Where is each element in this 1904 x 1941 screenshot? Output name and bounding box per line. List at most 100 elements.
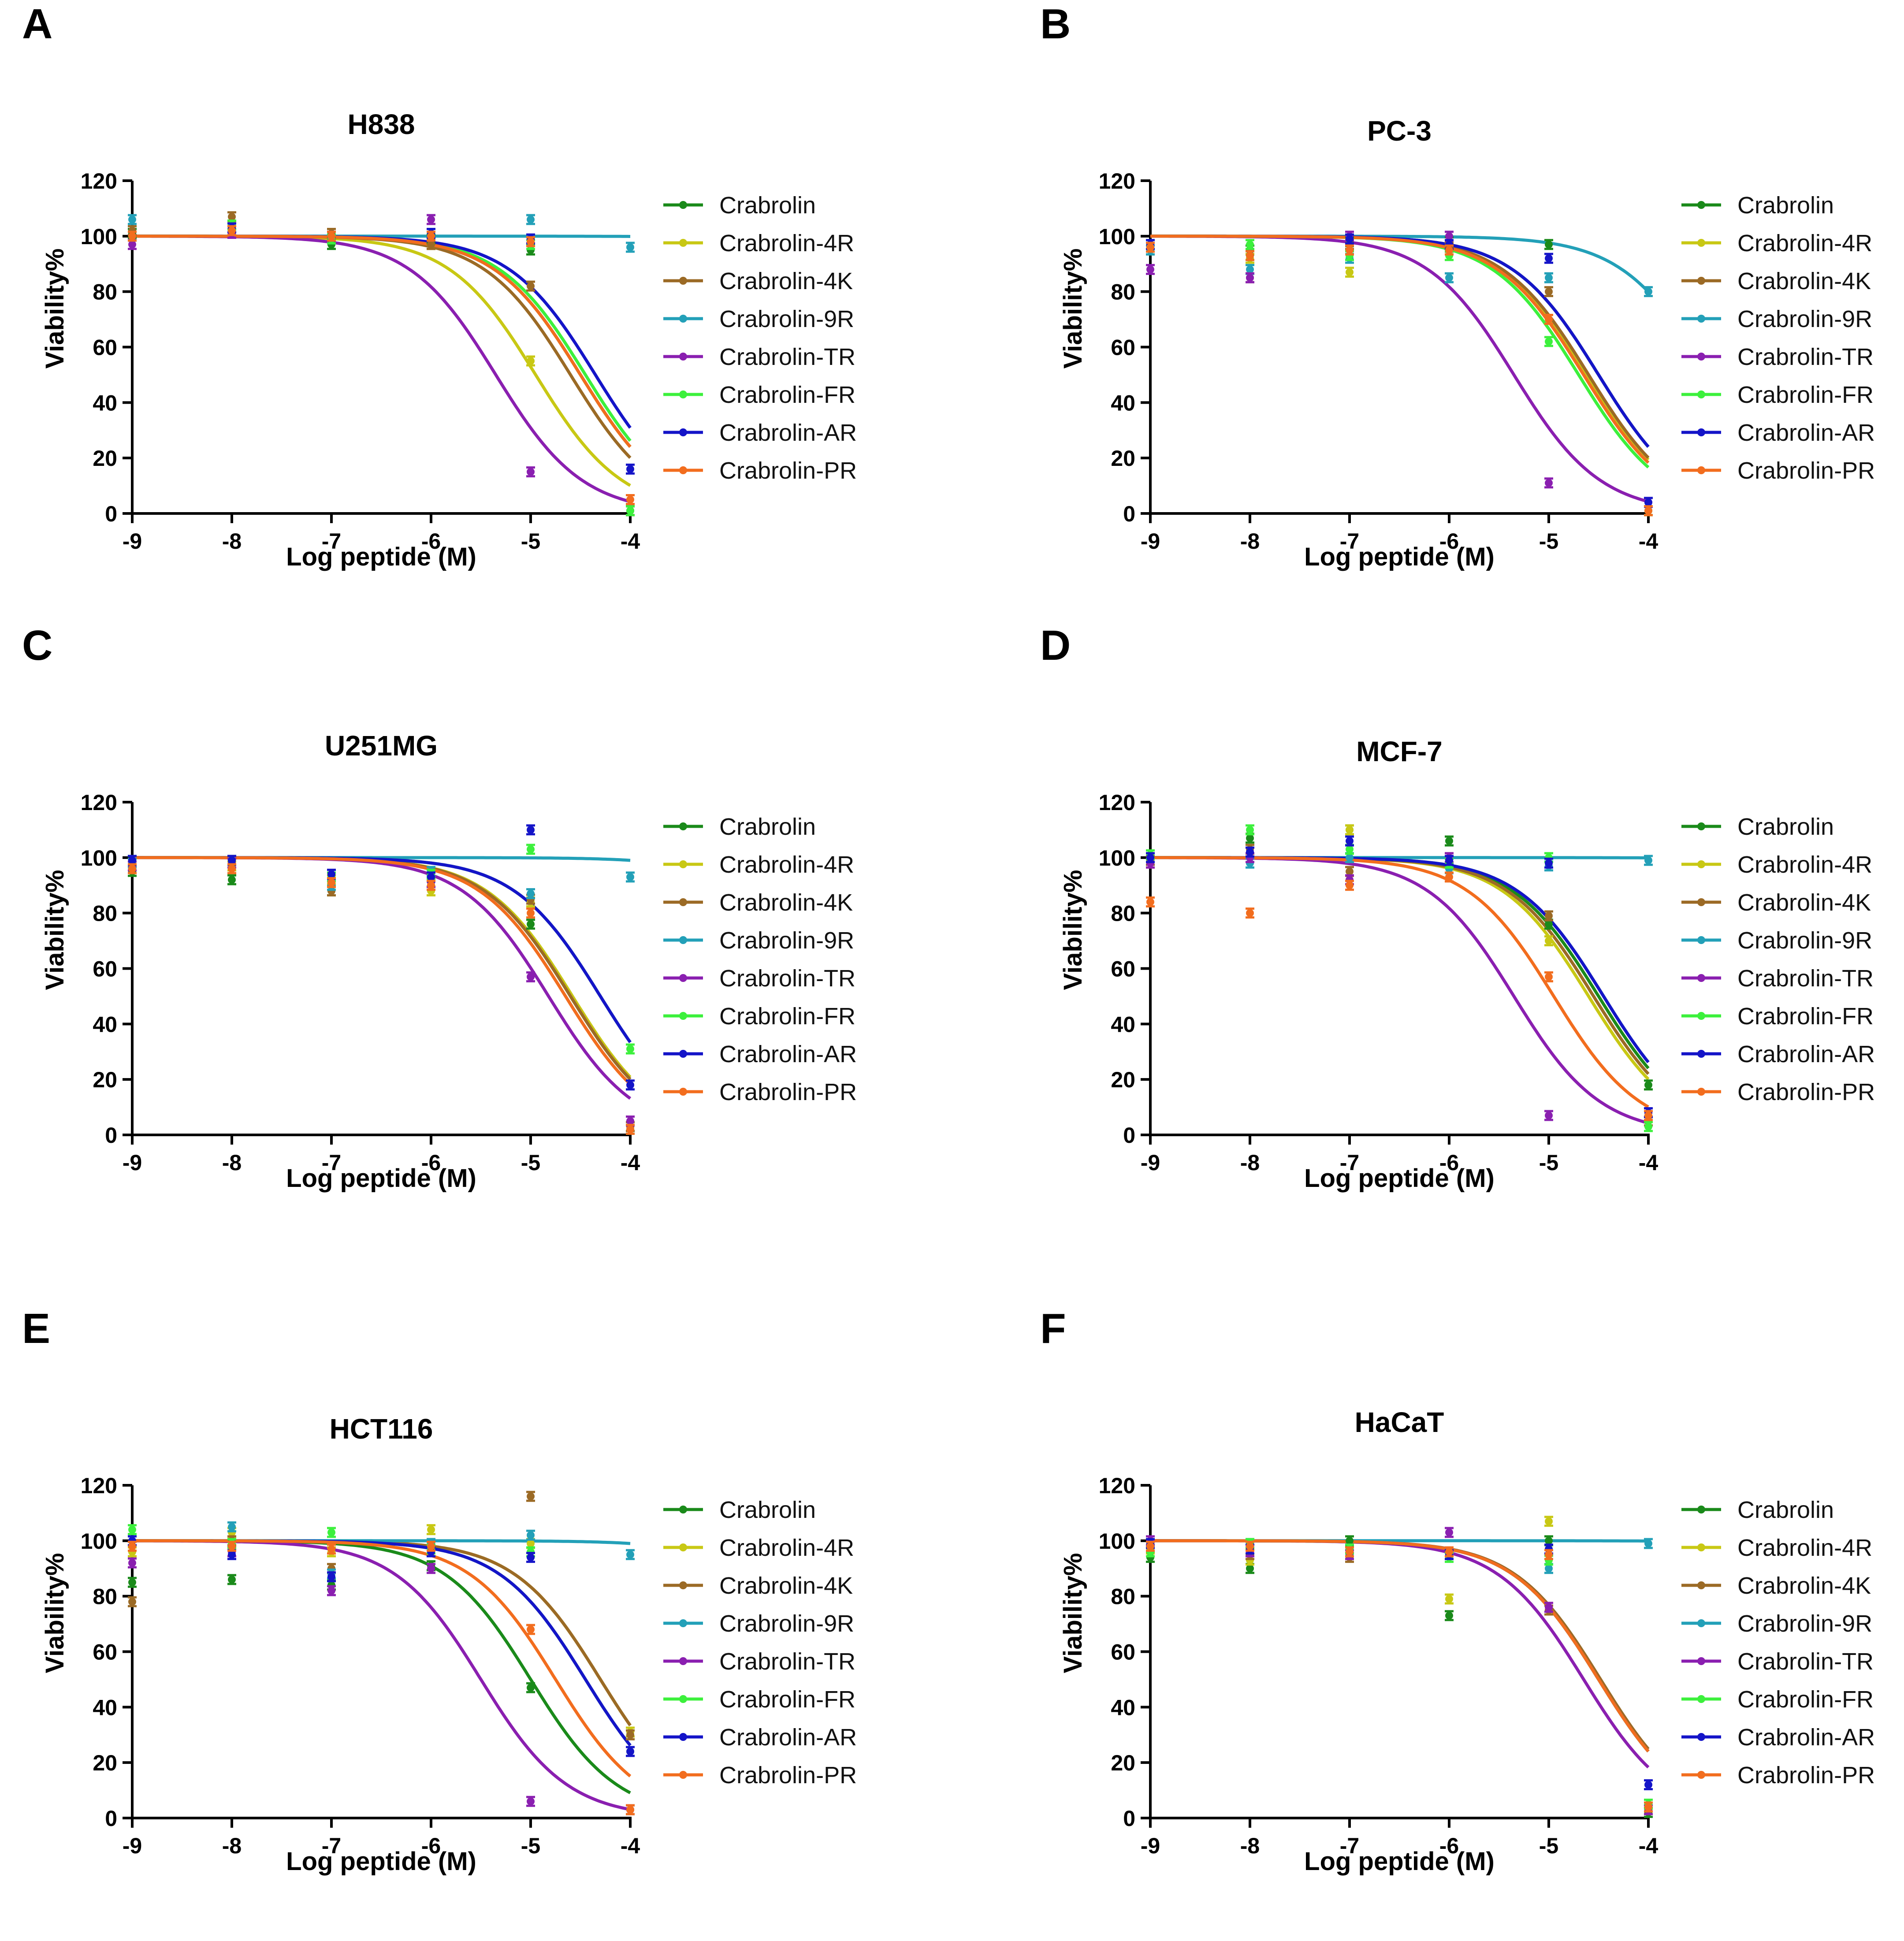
x-axis-label: Log peptide (M)	[286, 543, 476, 571]
y-axis-label: Viability%	[1059, 248, 1087, 369]
data-point	[1445, 837, 1453, 845]
data-point	[327, 232, 335, 240]
y-tick-label: 100	[1099, 224, 1135, 249]
legend-swatch-marker	[679, 1050, 687, 1058]
series-curve	[132, 234, 631, 487]
legend-label: Crabrolin-PR	[1737, 1079, 1875, 1105]
legend-swatch-marker	[1697, 1657, 1705, 1665]
legend-label: Crabrolin-4R	[1737, 852, 1872, 878]
legend-label: Crabrolin-TR	[719, 1648, 855, 1675]
y-tick-label: 40	[1111, 390, 1135, 415]
data-point	[626, 1748, 634, 1755]
x-tick-label: -9	[1141, 529, 1160, 554]
data-point	[1146, 898, 1154, 906]
legend-swatch-marker	[1697, 239, 1705, 247]
chart-panel-b: B PC-3 0 20 40 60 80 100 120 -9 -8 -7 -6 -5 -4 Crabro…	[1018, 0, 1904, 636]
plot-area: 0 20 40 60 80 100 120 -9 -8 -7 -6 -5 -4 Crabrolin Crab…	[81, 1473, 857, 1858]
data-point	[427, 1542, 435, 1551]
chart-title: U251MG	[324, 730, 438, 762]
legend-swatch-marker	[1697, 1695, 1705, 1703]
legend-label: Crabrolin-9R	[1737, 306, 1872, 332]
x-tick-label: -7	[1340, 1833, 1359, 1858]
x-tick-label: -5	[521, 1833, 540, 1858]
legend-label: Crabrolin	[719, 192, 816, 219]
legend-label: Crabrolin-4R	[719, 1535, 854, 1561]
series-curve	[1150, 1539, 1650, 1769]
data-point	[1246, 251, 1254, 260]
legend-label: Crabrolin-4R	[1737, 230, 1872, 257]
x-tick-label: -8	[1240, 529, 1260, 554]
legend-label: Crabrolin-PR	[1737, 1762, 1875, 1789]
data-point	[228, 212, 236, 221]
data-point	[527, 238, 535, 246]
y-tick-label: 40	[1111, 1695, 1135, 1720]
legend-swatch-marker	[1697, 315, 1705, 323]
data-point	[1644, 498, 1652, 506]
y-axis-label: Viability%	[41, 1553, 69, 1673]
data-point	[1346, 837, 1354, 845]
series-curve	[132, 1539, 632, 1747]
legend-label: Crabrolin-AR	[1737, 1041, 1875, 1067]
series-curve	[1150, 1539, 1650, 1753]
series-curve	[1150, 856, 1650, 1075]
data-point	[1545, 1517, 1553, 1525]
series-curve	[132, 856, 632, 1043]
data-point	[1445, 856, 1453, 865]
data-point	[527, 920, 535, 928]
plot-area: 0 20 40 60 80 100 120 -9 -8 -7 -6 -5 -4 Crabrolin Crab…	[1099, 169, 1875, 554]
x-tick-label: -8	[1240, 1150, 1260, 1175]
data-point	[228, 856, 236, 865]
legend-swatch-marker	[679, 315, 687, 323]
series-curve	[132, 856, 632, 1086]
data-point	[1246, 265, 1254, 274]
x-tick-label: -8	[222, 1150, 242, 1175]
y-tick-label: 20	[1111, 1067, 1135, 1092]
data-point	[527, 357, 535, 365]
legend-label: Crabrolin-PR	[719, 457, 857, 484]
legend-swatch-marker	[1697, 1012, 1705, 1020]
legend-label: Crabrolin-9R	[719, 306, 854, 332]
series-curve	[1150, 234, 1650, 459]
legend-swatch-marker	[1697, 822, 1705, 830]
y-tick-label: 80	[93, 280, 117, 305]
data-point	[1445, 274, 1453, 282]
plot-area: 0 20 40 60 80 100 120 -9 -8 -7 -6 -5 -4 Crabrolin Crab…	[1099, 790, 1875, 1175]
data-point	[128, 1525, 136, 1534]
data-point	[1346, 268, 1354, 276]
data-point	[1346, 867, 1354, 876]
series-curve	[1150, 856, 1649, 1108]
series-curve	[1150, 234, 1650, 293]
y-tick-label: 120	[1099, 169, 1135, 193]
x-tick-label: -4	[621, 1833, 640, 1858]
data-point	[1545, 287, 1553, 296]
data-point	[527, 889, 535, 898]
y-tick-label: 120	[81, 790, 117, 815]
legend-label: Crabrolin-TR	[719, 965, 855, 992]
series-curve	[132, 234, 632, 448]
legend-swatch-marker	[1697, 974, 1705, 982]
data-point	[1445, 1548, 1453, 1556]
panel-label: B	[1040, 0, 1071, 48]
data-point	[327, 1573, 335, 1581]
data-point	[1346, 246, 1354, 254]
x-tick-label: -6	[1439, 1833, 1459, 1858]
data-point	[1545, 337, 1553, 346]
x-tick-label: -9	[1141, 1833, 1160, 1858]
legend-swatch-marker	[679, 974, 687, 982]
data-point	[527, 973, 535, 981]
chart-panel-e: E HCT116 0 20 40 60 80 100 120 -9 -8 -7 -6 -5 -4 Crab…	[0, 1305, 952, 1941]
legend-swatch-marker	[679, 1771, 687, 1779]
legend-swatch-marker	[1697, 277, 1705, 285]
series-curve	[132, 1539, 632, 1747]
x-axis-label: Log peptide (M)	[1304, 543, 1495, 571]
y-tick-label: 20	[93, 1067, 117, 1092]
legend-swatch-marker	[679, 390, 687, 398]
panel-label: A	[22, 0, 53, 48]
x-tick-label: -6	[1439, 529, 1459, 554]
x-tick-label: -5	[1539, 1150, 1558, 1175]
legend-label: Crabrolin-FR	[1737, 1686, 1874, 1713]
data-point	[527, 468, 535, 476]
y-tick-label: 120	[81, 1473, 117, 1498]
data-point	[128, 216, 136, 224]
data-point	[1246, 1564, 1254, 1573]
